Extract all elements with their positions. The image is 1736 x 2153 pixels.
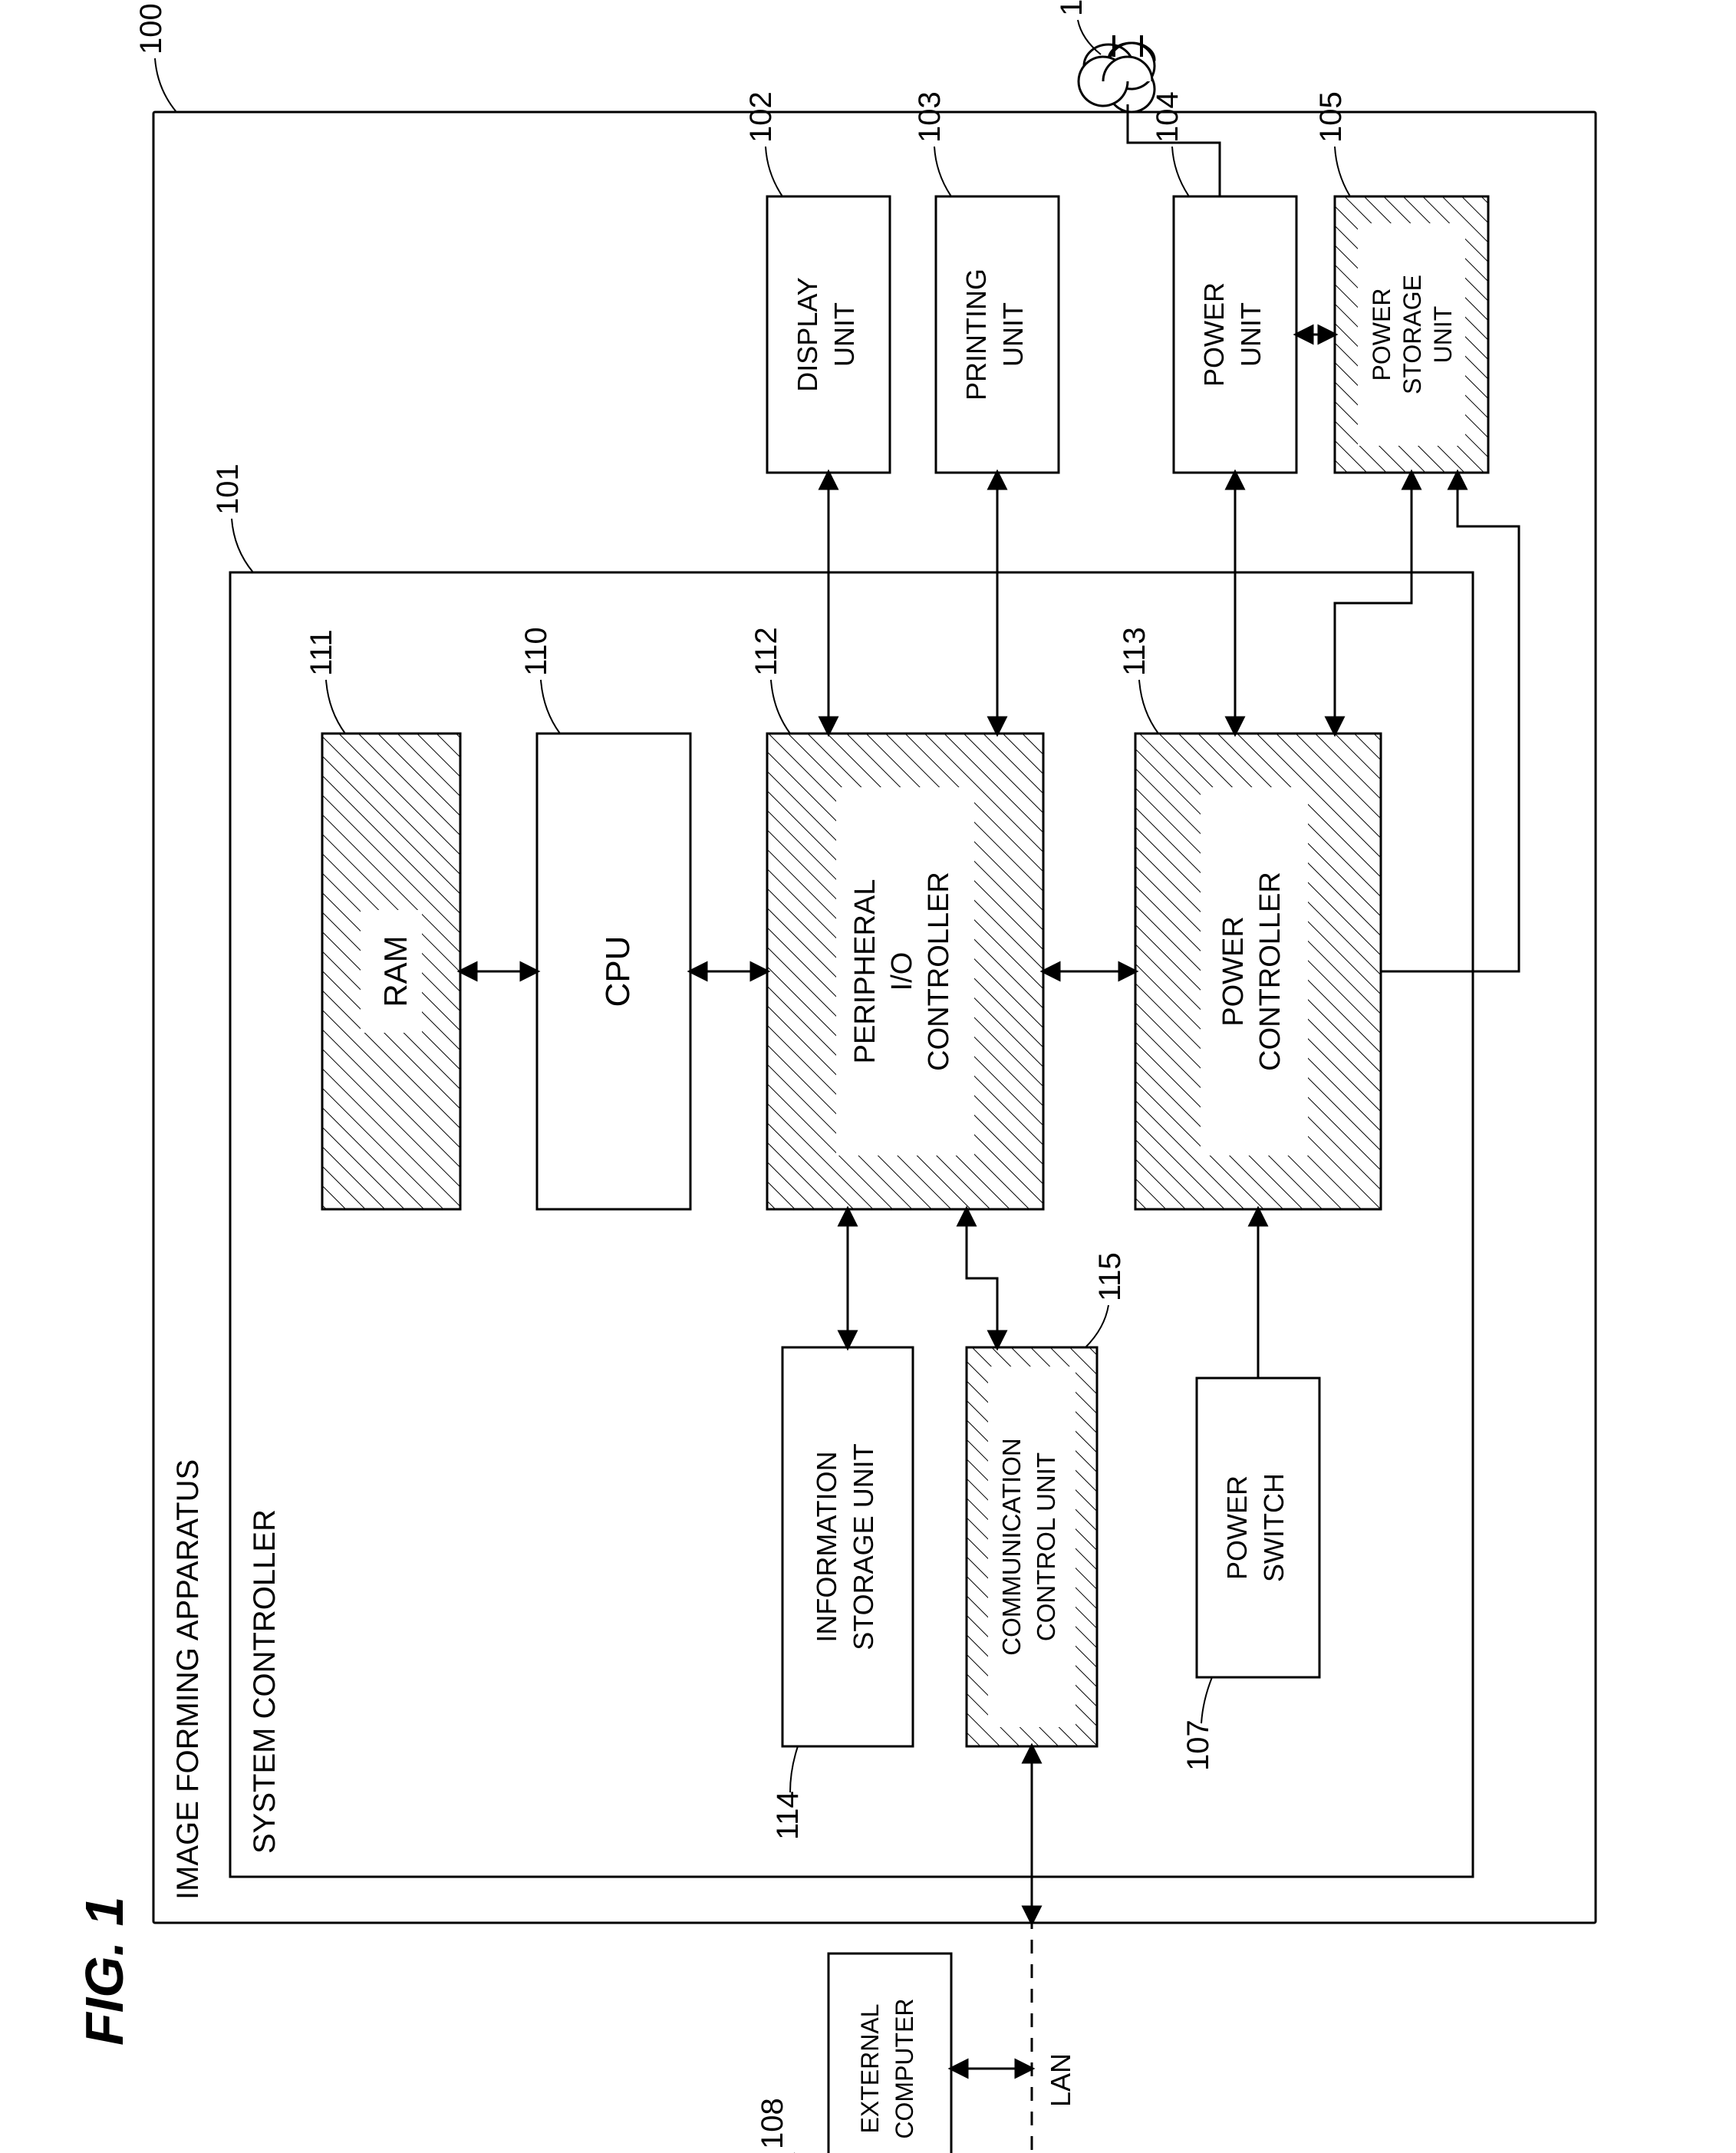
info-block: INFORMATION STORAGE UNIT bbox=[782, 1347, 913, 1746]
info-label2: STORAGE UNIT bbox=[848, 1443, 879, 1650]
printing-leader bbox=[934, 147, 951, 196]
extcomp-label2: COMPUTER bbox=[891, 1998, 918, 2138]
cpu-block: CPU bbox=[537, 734, 690, 1209]
powerunit-label1: POWER bbox=[1198, 282, 1230, 387]
powerunit-label2: UNIT bbox=[1235, 302, 1267, 367]
comm-label2: CONTROL UNIT bbox=[1032, 1452, 1060, 1641]
powerunit-ref: 104 bbox=[1151, 91, 1184, 143]
periph-leader bbox=[771, 680, 790, 734]
info-leader bbox=[790, 1746, 798, 1792]
powerswitch-block: POWER SWITCH bbox=[1197, 1378, 1319, 1677]
powerctl-leader bbox=[1139, 680, 1158, 734]
display-label1: DISPLAY bbox=[792, 277, 823, 391]
sc-leader bbox=[232, 519, 253, 572]
plug-leader bbox=[1078, 20, 1101, 54]
ram-ref: 111 bbox=[305, 629, 338, 676]
figure-label: FIG. 1 bbox=[74, 1897, 134, 2046]
conn-comm-periph bbox=[967, 1209, 997, 1347]
powerstore-block: POWER STORAGE UNIT bbox=[1335, 196, 1488, 473]
powerctl-label2: CONTROLLER bbox=[1254, 872, 1286, 1071]
ram-leader bbox=[326, 680, 345, 734]
comm-ref: 115 bbox=[1093, 1252, 1127, 1301]
peripheral-block: PERIPHERAL I/O CONTROLLER bbox=[767, 734, 1043, 1209]
plug-ref: 106 bbox=[1055, 0, 1089, 16]
extcomp-label1: EXTERNAL bbox=[856, 2004, 884, 2134]
comm-leader bbox=[1085, 1305, 1108, 1347]
display-block: DISPLAY UNIT bbox=[767, 196, 890, 473]
info-ref: 114 bbox=[771, 1791, 805, 1840]
powerctl-block: POWER CONTROLLER bbox=[1135, 734, 1381, 1209]
powerstore-label1: POWER bbox=[1368, 288, 1395, 381]
lan-label: LAN bbox=[1045, 2053, 1076, 2107]
extcomp-block: EXTERNAL COMPUTER bbox=[828, 1954, 951, 2153]
cpu-label: CPU bbox=[599, 936, 637, 1007]
comm-block: COMMUNICATION CONTROL UNIT bbox=[967, 1347, 1097, 1746]
printing-label2: UNIT bbox=[997, 302, 1029, 367]
system-controller-label: SYSTEM CONTROLLER bbox=[248, 1509, 282, 1854]
comm-label1: COMMUNICATION bbox=[997, 1438, 1026, 1656]
powerswitch-label1: POWER bbox=[1221, 1475, 1253, 1580]
periph-ref: 112 bbox=[749, 627, 783, 676]
powerunit-block: POWER UNIT bbox=[1174, 196, 1296, 473]
printing-block: PRINTING UNIT bbox=[936, 196, 1059, 473]
powerstore-leader bbox=[1335, 147, 1350, 196]
ram-block: RAM bbox=[322, 734, 460, 1209]
periph-label3: CONTROLLER bbox=[923, 872, 955, 1071]
info-label1: INFORMATION bbox=[811, 1451, 842, 1642]
periph-label2: I/O bbox=[886, 952, 918, 991]
display-ref: 102 bbox=[744, 91, 778, 143]
periph-label1: PERIPHERAL bbox=[849, 879, 881, 1064]
cpu-ref: 110 bbox=[519, 627, 553, 676]
extcomp-ref: 108 bbox=[756, 2098, 789, 2149]
powerstore-label3: UNIT bbox=[1429, 306, 1457, 364]
system-controller-ref: 101 bbox=[211, 463, 245, 515]
printing-label1: PRINTING bbox=[960, 269, 992, 401]
printing-ref: 103 bbox=[913, 91, 947, 143]
powerctl-label1: POWER bbox=[1217, 916, 1250, 1027]
ram-label: RAM bbox=[377, 935, 413, 1007]
powerstore-ref: 105 bbox=[1314, 91, 1348, 143]
powerctl-ref: 113 bbox=[1118, 627, 1151, 676]
powerswitch-ref: 107 bbox=[1181, 1719, 1215, 1771]
plug-icon-2 bbox=[1079, 35, 1152, 106]
powerstore-label2: STORAGE bbox=[1398, 275, 1426, 394]
conn-powerctl-powerstore bbox=[1335, 473, 1412, 734]
display-label2: UNIT bbox=[828, 302, 860, 367]
powerswitch-label2: SWITCH bbox=[1258, 1473, 1290, 1582]
conn-powerctl-bottom bbox=[1381, 473, 1519, 971]
outer-label: IMAGE FORMING APPARATUS bbox=[171, 1459, 205, 1900]
powerunit-leader bbox=[1172, 147, 1189, 196]
cpu-leader bbox=[541, 680, 560, 734]
outer-leader bbox=[155, 58, 176, 112]
display-leader bbox=[766, 147, 782, 196]
powerswitch-leader bbox=[1201, 1677, 1212, 1723]
outer-ref: 100 bbox=[134, 3, 168, 54]
